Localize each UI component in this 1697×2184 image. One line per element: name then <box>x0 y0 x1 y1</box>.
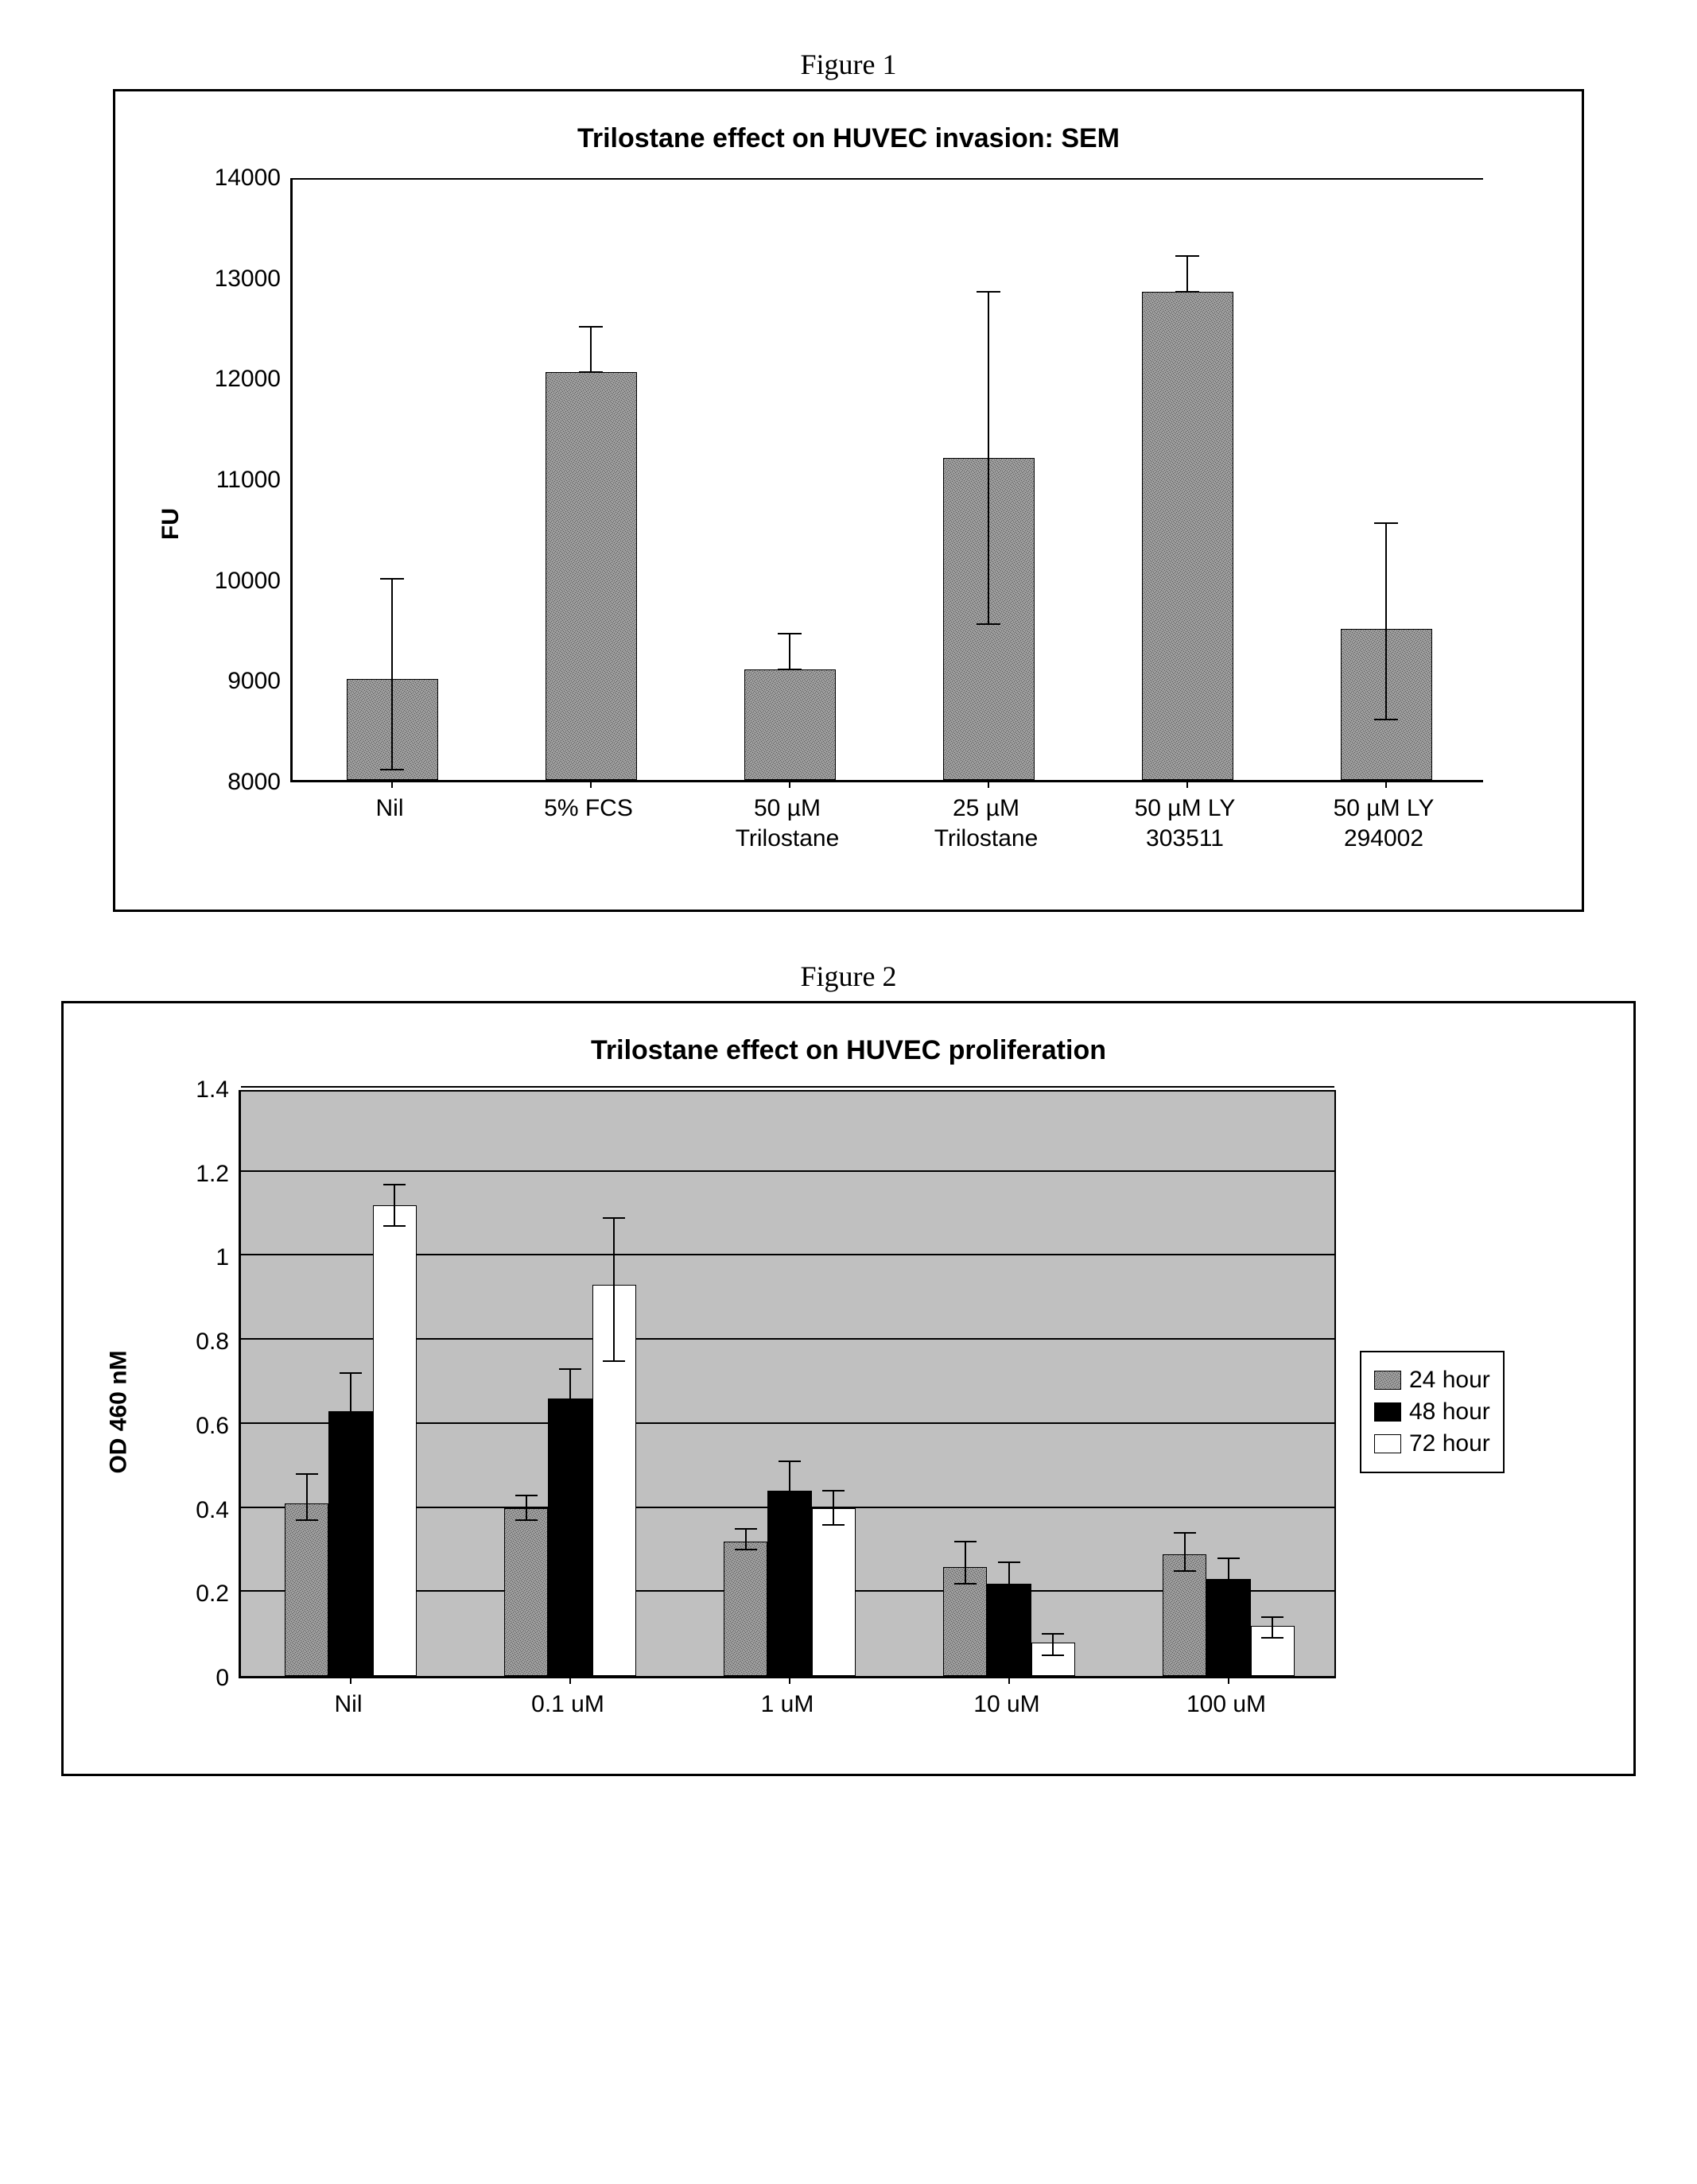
bar <box>373 1205 417 1676</box>
legend-item: 24 hour <box>1374 1367 1490 1394</box>
bar <box>1142 292 1233 780</box>
legend-swatch <box>1374 1434 1401 1453</box>
legend-item: 48 hour <box>1374 1398 1490 1426</box>
bar <box>546 372 637 780</box>
bar <box>328 1411 372 1676</box>
figure2-plot-area <box>239 1090 1336 1678</box>
bar <box>812 1508 856 1676</box>
figure1-yticks: 800090001000011000120001300014000 <box>195 178 290 782</box>
legend-swatch <box>1374 1402 1401 1422</box>
x-label: 10 uM <box>897 1689 1116 1720</box>
figure2-legend: 24 hour 48 hour 72 hour <box>1360 1351 1505 1473</box>
bar <box>1163 1554 1206 1676</box>
figure1-plot-area <box>290 178 1483 782</box>
figure2-ylabel-wrap: OD 460 nM <box>95 1090 143 1734</box>
legend-label: 48 hour <box>1409 1398 1490 1426</box>
x-label: 50 µMTrilostane <box>688 793 887 853</box>
figure2-xlabels: Nil0.1 uM1 uM10 uM100 uM <box>239 1678 1336 1734</box>
x-label: Nil <box>290 793 489 824</box>
figure2-chart: Trilostane effect on HUVEC proliferation… <box>61 1001 1636 1776</box>
x-label: 50 µM LY294002 <box>1284 793 1483 853</box>
legend-label: 72 hour <box>1409 1430 1490 1457</box>
x-label: 100 uM <box>1116 1689 1336 1720</box>
figure1-ylabel: FU <box>157 508 184 540</box>
bar <box>744 669 836 780</box>
figure1-chart: Trilostane effect on HUVEC invasion: SEM… <box>113 89 1584 912</box>
legend-label: 24 hour <box>1409 1367 1490 1394</box>
figure2-title: Trilostane effect on HUVEC proliferation <box>95 1035 1602 1066</box>
x-label: 50 µM LY303511 <box>1085 793 1284 853</box>
legend-swatch <box>1374 1371 1401 1390</box>
figure1-ylabel-wrap: FU <box>147 178 195 870</box>
bar <box>724 1542 767 1676</box>
x-label: 0.1 uM <box>458 1689 678 1720</box>
x-label: 1 uM <box>678 1689 897 1720</box>
figure2-ylabel: OD 460 nM <box>106 1350 133 1473</box>
figure1-caption: Figure 1 <box>32 48 1665 81</box>
figure1-title: Trilostane effect on HUVEC invasion: SEM <box>147 123 1550 154</box>
bar <box>504 1508 548 1676</box>
x-label: 5% FCS <box>489 793 688 824</box>
bar <box>548 1398 592 1676</box>
figure2-yticks: 00.20.40.60.811.21.4 <box>143 1090 239 1678</box>
legend-item: 72 hour <box>1374 1430 1490 1457</box>
x-label: 25 µMTrilostane <box>887 793 1085 853</box>
bar <box>767 1491 811 1676</box>
x-label: Nil <box>239 1689 458 1720</box>
figure2-caption: Figure 2 <box>32 960 1665 993</box>
bar <box>285 1503 328 1676</box>
figure1-xlabels: Nil5% FCS50 µMTrilostane25 µMTrilostane5… <box>290 782 1483 870</box>
